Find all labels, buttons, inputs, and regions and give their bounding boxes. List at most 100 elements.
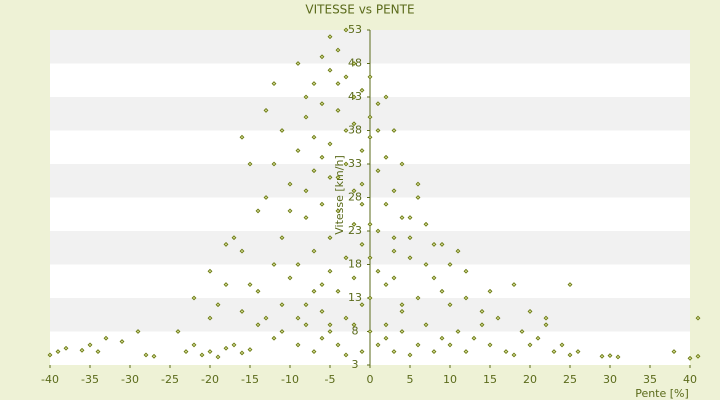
- point: [215, 302, 221, 308]
- point: [399, 308, 405, 314]
- point: [287, 275, 293, 281]
- point: [343, 255, 349, 261]
- point: [327, 67, 333, 73]
- point: [383, 322, 389, 328]
- point: [55, 349, 61, 355]
- point: [295, 342, 301, 348]
- point: [607, 353, 613, 359]
- point: [359, 181, 365, 187]
- point: [319, 101, 325, 107]
- point: [367, 74, 373, 80]
- y-tick-label: 18: [348, 258, 362, 271]
- point: [231, 342, 237, 348]
- point: [359, 201, 365, 207]
- point: [567, 282, 573, 288]
- point: [415, 295, 421, 301]
- point: [295, 148, 301, 154]
- point: [335, 208, 341, 214]
- x-tick-label: -20: [201, 373, 219, 386]
- x-tick-label: -5: [325, 373, 336, 386]
- point: [303, 188, 309, 194]
- point: [207, 349, 213, 355]
- point: [271, 262, 277, 267]
- point: [367, 134, 373, 140]
- point: [311, 349, 317, 355]
- point: [407, 352, 413, 358]
- point: [383, 282, 389, 288]
- point: [503, 349, 509, 355]
- point: [367, 114, 373, 120]
- point: [87, 342, 93, 348]
- point: [439, 288, 445, 294]
- point: [319, 308, 325, 314]
- point: [407, 255, 413, 261]
- point: [319, 201, 325, 207]
- point: [215, 354, 221, 360]
- point: [255, 208, 261, 214]
- point: [487, 342, 493, 348]
- point: [455, 248, 461, 254]
- x-tick-label: 15: [483, 373, 497, 386]
- point: [207, 268, 213, 274]
- point: [599, 353, 605, 359]
- point: [495, 315, 501, 321]
- x-tick-label: -30: [121, 373, 139, 386]
- point: [463, 295, 469, 301]
- point: [391, 128, 397, 133]
- point: [415, 195, 421, 200]
- point: [399, 161, 405, 167]
- point: [103, 335, 109, 341]
- point: [479, 322, 485, 328]
- point: [183, 349, 189, 355]
- point: [567, 352, 573, 358]
- point: [575, 349, 581, 355]
- point: [295, 61, 301, 66]
- point: [447, 302, 453, 308]
- point: [311, 288, 317, 294]
- point: [271, 81, 277, 87]
- point: [319, 282, 325, 288]
- point: [279, 235, 285, 241]
- point: [119, 339, 125, 344]
- point: [423, 322, 429, 328]
- point: [359, 148, 365, 154]
- x-tick-label: 20: [523, 373, 537, 386]
- y-tick-label: 28: [348, 191, 362, 204]
- point: [399, 302, 405, 308]
- point: [455, 329, 461, 334]
- x-tick-label: 35: [643, 373, 657, 386]
- point: [327, 329, 333, 334]
- point: [343, 315, 349, 321]
- y-tick-label: 33: [348, 157, 362, 170]
- point: [343, 161, 349, 167]
- point: [303, 215, 309, 221]
- point: [271, 161, 277, 167]
- point: [399, 215, 405, 221]
- point: [375, 101, 381, 107]
- y-tick-label: 8: [352, 325, 359, 338]
- point: [343, 27, 349, 33]
- point: [391, 235, 397, 241]
- point: [47, 352, 53, 358]
- point: [407, 235, 413, 241]
- point: [199, 352, 205, 358]
- point: [327, 235, 333, 241]
- point: [191, 295, 197, 301]
- point: [319, 154, 325, 160]
- point: [527, 308, 533, 314]
- point: [263, 315, 269, 321]
- point: [151, 353, 157, 359]
- x-axis-label: Pente [%]: [635, 387, 689, 400]
- point: [271, 335, 277, 341]
- point: [335, 107, 341, 113]
- x-tick-label: 40: [683, 373, 697, 386]
- point: [367, 329, 373, 334]
- point: [415, 181, 421, 187]
- point: [79, 347, 85, 353]
- point: [359, 241, 365, 247]
- y-axis-label: Vitesse [km/h]: [333, 155, 346, 235]
- x-tick-label: -25: [161, 373, 179, 386]
- point: [255, 322, 261, 328]
- point: [399, 329, 405, 334]
